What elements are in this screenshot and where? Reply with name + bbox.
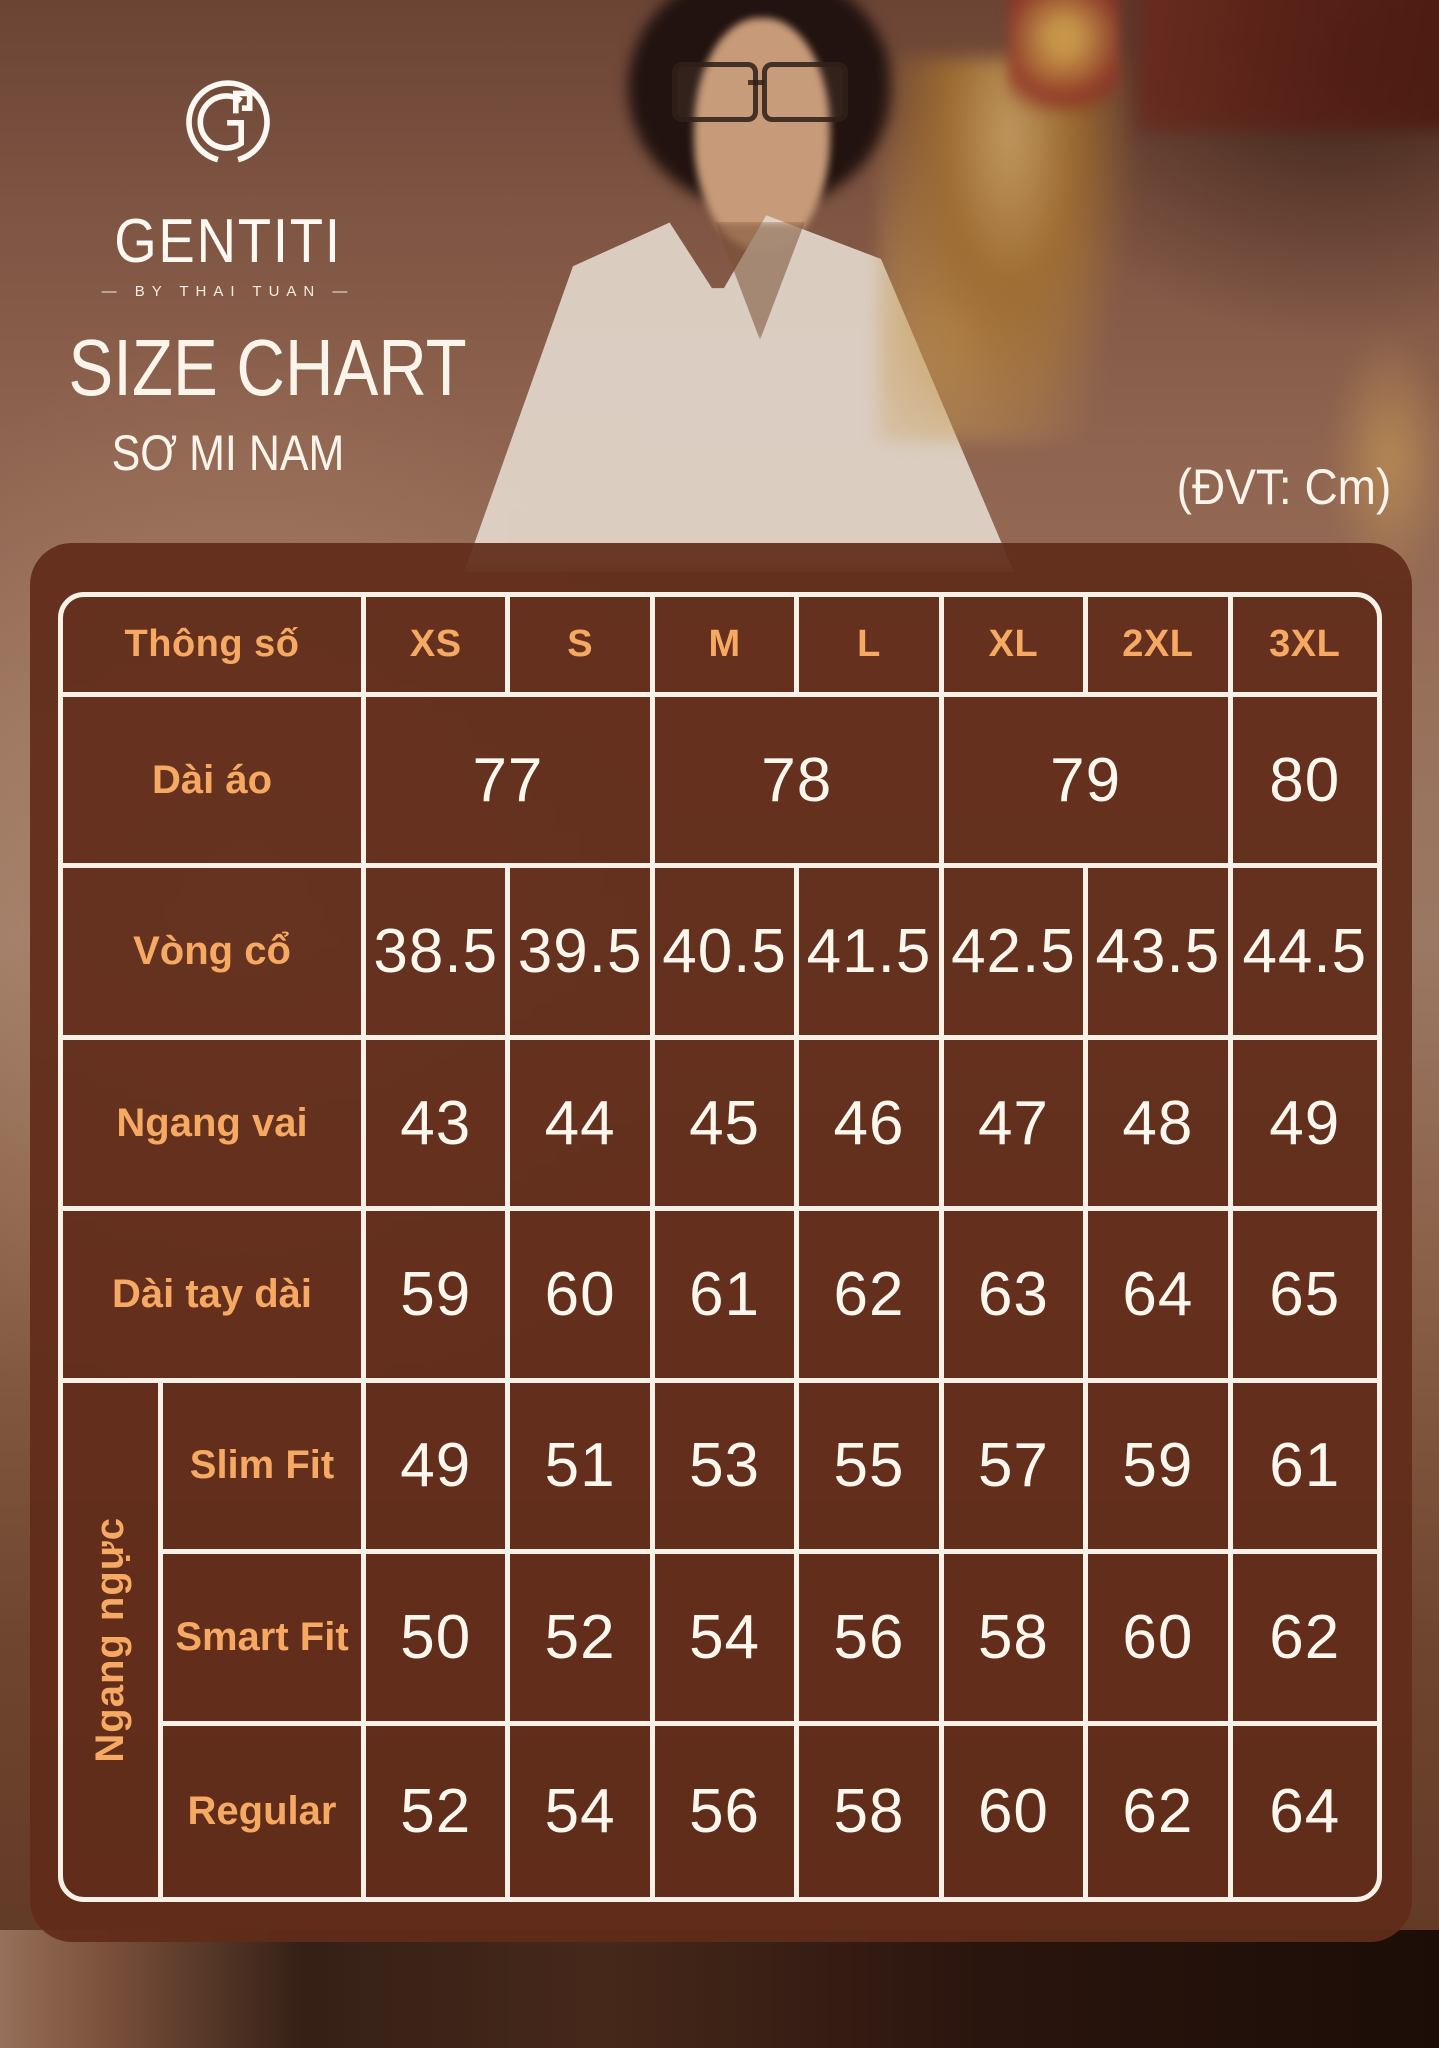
value-cell: 52 (510, 1554, 655, 1726)
value-cell: 59 (366, 1211, 511, 1383)
column-header-param: Thông số (63, 597, 366, 697)
value-cell: 44.5 (1232, 868, 1377, 1040)
value-cell: 39.5 (510, 868, 655, 1040)
gold-sconce (878, 58, 1140, 442)
value-cell: 58 (799, 1725, 944, 1897)
gentiti-logo-icon (186, 80, 270, 163)
value-cell: 59 (1088, 1382, 1233, 1555)
bottom-floor-shadow (0, 1930, 1439, 2048)
table-panel (30, 543, 1412, 1942)
column-header-m: M (654, 597, 800, 697)
row-label-ngang-vai: Ngang vai (63, 1039, 366, 1212)
value-cell: 53 (654, 1382, 800, 1555)
row-label-ngang-nguc: Ngang ngực (63, 1382, 163, 1897)
column-header-l: L (799, 597, 944, 697)
value-cell: 77 (366, 697, 655, 869)
value-cell: 56 (655, 1725, 800, 1897)
value-cell: 61 (654, 1211, 800, 1383)
value-cell: 49 (1232, 1040, 1377, 1212)
size-chart-grid: Thông số XS S M L XL 2XL 3XL Dài áo 77 7… (63, 597, 1377, 1897)
value-cell: 79 (943, 697, 1233, 869)
column-header-xl: XL (943, 597, 1089, 697)
value-cell: 62 (799, 1211, 944, 1383)
fit-label-regular: Regular (163, 1725, 366, 1897)
value-cell: 64 (1088, 1211, 1233, 1383)
value-cell: 41.5 (799, 868, 944, 1040)
value-cell: 63 (943, 1211, 1089, 1383)
curtain-drape (1138, 0, 1439, 130)
value-cell: 65 (1232, 1211, 1377, 1383)
column-header-2xl: 2XL (1088, 597, 1233, 697)
fit-label-smart-fit: Smart Fit (163, 1554, 366, 1726)
row-label-vong-co: Vòng cổ (63, 868, 366, 1040)
brand-byline: — BY THAI TUAN — (101, 283, 355, 300)
value-cell: 62 (1232, 1554, 1377, 1726)
value-cell: 80 (1232, 697, 1377, 869)
value-cell: 43.5 (1088, 868, 1233, 1040)
value-cell: 60 (1088, 1554, 1233, 1726)
column-header-s: S (510, 597, 655, 697)
value-cell: 58 (943, 1554, 1089, 1726)
column-header-3xl: 3XL (1232, 597, 1377, 697)
value-cell: 45 (654, 1039, 800, 1212)
fit-label-slim-fit: Slim Fit (163, 1382, 366, 1555)
value-cell: 64 (1269, 1776, 1341, 1846)
size-chart-table: Thông số XS S M L XL 2XL 3XL Dài áo 77 7… (58, 592, 1382, 1902)
value-cell: 50 (366, 1554, 511, 1726)
value-cell: 60 (944, 1725, 1089, 1897)
value-cell: 54 (510, 1725, 655, 1897)
value-cell: 46 (799, 1039, 944, 1212)
glasses-bridge (748, 80, 764, 85)
value-cell: 62 (1088, 1725, 1233, 1897)
glasses-right-lens (762, 62, 848, 122)
value-cell: 47 (943, 1039, 1089, 1212)
row-label-dai-ao: Dài áo (63, 697, 366, 869)
brand-name: GENTITI (114, 207, 342, 276)
page-title: SIZE CHART (68, 323, 467, 412)
column-header-xs: XS (366, 597, 511, 697)
man-face (694, 18, 830, 250)
value-cell: 78 (654, 697, 944, 869)
value-cell: 48 (1088, 1039, 1233, 1212)
value-cell: 54 (654, 1554, 800, 1726)
unit-note: (ĐVT: Cm) (1176, 459, 1391, 515)
value-cell: 55 (799, 1382, 944, 1555)
row-label-dai-tay-dai: Dài tay dài (63, 1211, 366, 1383)
brand-block: GENTITI — BY THAI TUAN — SIZE CHART SƠ M… (38, 70, 467, 482)
page-subtitle: SƠ MI NAM (111, 425, 345, 481)
value-cell: 43 (366, 1039, 511, 1212)
value-cell: 40.5 (654, 868, 800, 1040)
value-cell: 38.5 (366, 868, 511, 1040)
value-cell: 51 (510, 1382, 655, 1555)
value-cell: 60 (510, 1211, 655, 1383)
curtain-tassel (1008, 0, 1120, 112)
value-cell: 42.5 (943, 868, 1089, 1040)
value-cell: 52 (366, 1725, 511, 1897)
value-cell: 61 (1232, 1383, 1377, 1555)
value-cell: 57 (943, 1382, 1089, 1555)
value-cell: 49 (366, 1382, 511, 1555)
ngang-nguc-vertical-label: Ngang ngực (88, 1517, 132, 1763)
value-cell: 56 (799, 1554, 944, 1726)
glasses-left-lens (672, 62, 758, 122)
value-cell: 44 (510, 1039, 655, 1212)
